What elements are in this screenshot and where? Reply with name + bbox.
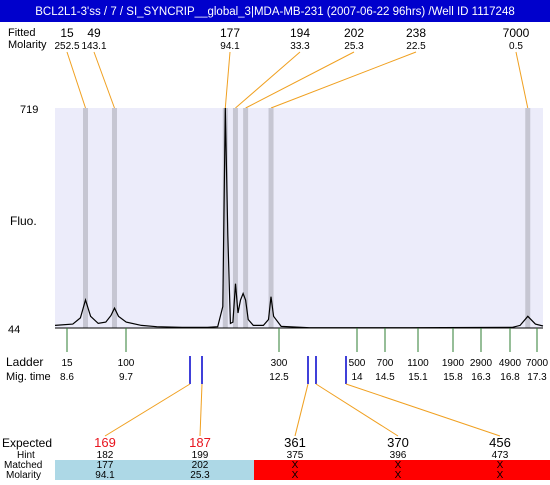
ladder-mig-label: 12.5 bbox=[269, 372, 289, 383]
molarity-value: X bbox=[497, 470, 504, 480]
expected-connector-line bbox=[345, 383, 501, 437]
peak-molarity-label: 94.1 bbox=[220, 41, 240, 52]
fluorescence-trace bbox=[54, 107, 544, 329]
peak-molarity-label: 0.5 bbox=[509, 41, 523, 52]
ladder-marks: 15 8.6 100 9.7 300 12.5 500 14 700 14.5 1100 15.1 19… bbox=[60, 328, 549, 383]
peak-band bbox=[111, 108, 117, 328]
y-axis-min-label: 44 bbox=[8, 324, 20, 336]
peak-molarity-label: 33.3 bbox=[290, 41, 310, 52]
ladder-size-label: 100 bbox=[118, 358, 135, 369]
peak-connector-line bbox=[245, 51, 355, 109]
fitted-row-label: Fitted bbox=[8, 27, 36, 39]
peak-connector-line bbox=[66, 51, 86, 109]
peak-molarity-label: 25.3 bbox=[344, 41, 364, 52]
expected-connector-line bbox=[315, 383, 399, 437]
bottom-columns: 16918217794.118719920225.3361375XX370396… bbox=[94, 435, 511, 481]
plot-area bbox=[55, 108, 543, 328]
peak-connector-line bbox=[224, 51, 231, 109]
ladder-size-label: 1900 bbox=[442, 358, 465, 369]
y-axis-max-label: 719 bbox=[20, 104, 38, 116]
peak-molarity-label: 252.5 bbox=[54, 41, 79, 52]
peak-size-label: 238 bbox=[406, 26, 426, 40]
peak-band bbox=[83, 108, 88, 328]
ladder-mig-label: 9.7 bbox=[119, 372, 133, 383]
ladder-mig-label: 14.5 bbox=[375, 372, 395, 383]
ladder-size-label: 15 bbox=[61, 358, 73, 369]
molarity-bottom-label: Molarity bbox=[6, 470, 41, 480]
peak-connector-line bbox=[93, 51, 115, 109]
ladder-size-label: 500 bbox=[349, 358, 366, 369]
hint-value: 182 bbox=[97, 450, 114, 461]
peak-connector-line bbox=[270, 51, 417, 109]
ladder-mig-label: 16.3 bbox=[471, 372, 491, 383]
expected-connectors bbox=[104, 356, 501, 437]
matched-value: 202 bbox=[192, 460, 209, 471]
hint-value: 473 bbox=[492, 450, 509, 461]
peak-size-label: 202 bbox=[344, 26, 364, 40]
peak-size-label: 7000 bbox=[503, 26, 530, 40]
header-bar bbox=[0, 0, 550, 22]
header-title: BCL2L1-3'ss / 7 / SI_SYNCRIP__global_3|M… bbox=[35, 6, 514, 18]
peak-molarity-label: 143.1 bbox=[81, 41, 106, 52]
peak-connectors bbox=[66, 51, 529, 109]
peak-band bbox=[232, 108, 238, 328]
peak-band bbox=[525, 108, 531, 328]
ladder-mig-label: 17.3 bbox=[527, 372, 547, 383]
matched-row-label: Matched bbox=[4, 460, 42, 471]
hint-value: 199 bbox=[192, 450, 209, 461]
ladder-size-label: 700 bbox=[377, 358, 394, 369]
molarity-value: X bbox=[292, 470, 299, 480]
peak-band bbox=[243, 108, 249, 328]
expected-value: 187 bbox=[189, 435, 211, 450]
ladder-size-label: 2900 bbox=[470, 358, 493, 369]
expected-value: 361 bbox=[284, 435, 306, 450]
ladder-size-label: 7000 bbox=[526, 358, 549, 369]
hint-value: 396 bbox=[390, 450, 407, 461]
molarity-value: 94.1 bbox=[95, 470, 115, 480]
expected-connector-line bbox=[294, 383, 309, 437]
hint-row-label: Hint bbox=[17, 450, 35, 461]
ladder-mig-label: 15.1 bbox=[408, 372, 428, 383]
ladder-label: Ladder bbox=[6, 355, 43, 369]
molarity-row-label: Molarity bbox=[8, 39, 47, 51]
peak-size-label: 49 bbox=[87, 26, 101, 40]
ladder-size-label: 4900 bbox=[499, 358, 522, 369]
peak-size-label: 15 bbox=[60, 26, 74, 40]
matched-value: X bbox=[497, 460, 504, 471]
matched-value: 177 bbox=[97, 460, 114, 471]
matched-value: X bbox=[395, 460, 402, 471]
molarity-value: 25.3 bbox=[190, 470, 210, 480]
peak-connector-line bbox=[515, 51, 529, 109]
ladder-mig-label: 16.8 bbox=[500, 372, 520, 383]
ladder-size-label: 1100 bbox=[407, 358, 429, 369]
peak-molarity-label: 22.5 bbox=[406, 41, 426, 52]
expected-connector-line bbox=[104, 383, 191, 437]
ladder-mig-label: 14 bbox=[351, 372, 363, 383]
expected-value: 169 bbox=[94, 435, 116, 450]
expected-value: 456 bbox=[489, 435, 511, 450]
matched-band bbox=[55, 460, 254, 480]
peak-band bbox=[222, 108, 228, 328]
ladder-size-label: 300 bbox=[271, 358, 288, 369]
peak-connector-line bbox=[235, 51, 301, 109]
unmatched-band bbox=[254, 460, 550, 480]
expected-value: 370 bbox=[387, 435, 409, 450]
peak-size-label: 177 bbox=[220, 26, 240, 40]
hint-value: 375 bbox=[287, 450, 304, 461]
expected-connector-line bbox=[199, 383, 203, 437]
expected-row-label: Expected bbox=[2, 436, 52, 450]
peak-size-label: 194 bbox=[290, 26, 310, 40]
mig-time-label: Mig. time bbox=[6, 371, 51, 383]
peak-bands bbox=[83, 108, 531, 328]
molarity-value: X bbox=[395, 470, 402, 480]
ladder-mig-label: 8.6 bbox=[60, 372, 74, 383]
matched-value: X bbox=[292, 460, 299, 471]
ladder-mig-label: 15.8 bbox=[443, 372, 463, 383]
y-axis-title: Fluo. bbox=[10, 214, 37, 228]
peak-band bbox=[268, 108, 274, 328]
